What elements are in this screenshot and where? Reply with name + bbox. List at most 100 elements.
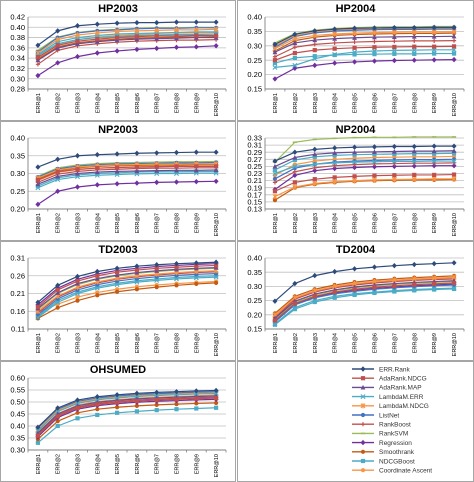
x-tick-label: ERR@10 (214, 454, 220, 477)
data-point-ndcgboost (75, 289, 80, 295)
panel-td2004: TD2004 0.15 0.20 0.25 0.30 0.35 0.40 ERR@1 ERR@2… (237, 241, 474, 361)
data-point-lambdam-err (292, 163, 298, 169)
data-point-adarank-map (372, 149, 377, 154)
y-tick-label: 0.20 (247, 70, 262, 79)
x-tick-label: ERR@2 (293, 213, 299, 233)
data-point-adarank-ndcg (352, 174, 357, 179)
data-point-regression (371, 164, 377, 170)
data-point-err-rank (391, 143, 397, 150)
data-point-adarank-ndcg (312, 48, 317, 53)
x-tick-label: ERR@9 (194, 454, 200, 474)
series-line-listnet (37, 391, 217, 429)
data-point-adarank-map (431, 148, 437, 154)
data-point-regression (213, 178, 219, 185)
data-point-regression (94, 182, 100, 188)
series-line-adarank-map (37, 36, 217, 61)
data-point-rankboost (332, 163, 337, 168)
data-point-lambdam-err (371, 159, 377, 165)
data-point-ndcgboost (174, 275, 179, 280)
data-point-adarank-ndcg (214, 263, 219, 268)
data-point-lambdam-ndcg (272, 193, 278, 200)
data-point-adarank-ndcg (115, 165, 120, 170)
data-point-ndcgboost (392, 289, 397, 294)
series-line-adarank-map (274, 280, 455, 319)
y-tick-label: 0.17 (247, 190, 262, 199)
data-point-ndcgboost (75, 416, 80, 421)
series-line-smoothrank (37, 402, 217, 440)
legend-entry-regression: Regression (352, 439, 412, 447)
data-point-lambdam-ndcg (431, 176, 437, 182)
y-tick-label: 0.25 (247, 296, 262, 305)
data-point-err-rank (213, 387, 219, 394)
data-point-adarank-map (352, 149, 357, 155)
legend-label: Regression (379, 440, 412, 447)
data-point-ndcgboost (115, 410, 120, 415)
data-point-lambdam-err (114, 282, 120, 288)
y-tick-label: 0.30 (247, 282, 262, 291)
data-point-regression (451, 162, 457, 169)
data-point-adarank-ndcg (292, 180, 297, 185)
data-point-err-rank (193, 19, 199, 25)
data-point-adarank-ndcg (272, 58, 278, 63)
x-tick-label: ERR@8 (412, 93, 418, 113)
y-tick-label: 0.33 (247, 134, 262, 143)
x-tick-label: ERR@7 (155, 333, 161, 353)
data-point-adarank-ndcg (134, 267, 139, 273)
data-point-lambdam-ndcg (312, 180, 318, 187)
series-line-lambdam-err (37, 276, 217, 319)
data-point-smoothrank (75, 298, 80, 303)
data-point-err-rank (292, 149, 298, 155)
series-group (272, 24, 457, 82)
data-point-adarank-map (55, 45, 61, 50)
data-point-err-rank (371, 25, 377, 31)
data-point-ndcgboost (392, 51, 397, 56)
series-line-adarank-map (274, 35, 455, 53)
data-point-adarank-map (134, 168, 140, 174)
data-point-err-rank (55, 28, 61, 34)
series-line-err-rank (37, 261, 217, 303)
series-line-regression (274, 59, 455, 80)
x-tick-label: ERR@5 (353, 213, 359, 233)
y-tick-label: 0.30 (10, 74, 25, 83)
legend-entry-ranksvm: RankSVM (352, 431, 408, 438)
data-point-rankboost (272, 180, 278, 185)
data-point-ndcgboost (134, 409, 139, 414)
y-tick-label: 0.16 (10, 307, 25, 316)
panel-title: NP2003 (98, 124, 138, 136)
y-tick-label: 0.15 (247, 325, 262, 334)
x-tick-label: ERR@1 (273, 93, 279, 113)
data-point-adarank-map (272, 163, 278, 169)
series-group (272, 136, 457, 203)
y-tick-label: 0.25 (247, 56, 262, 65)
series-line-adarank-map (37, 266, 217, 309)
data-point-lambdam-err (451, 158, 457, 164)
data-point-regression (411, 57, 417, 63)
series-line-ndcgboost (37, 31, 217, 56)
data-point-regression (114, 181, 120, 187)
data-point-adarank-ndcg (372, 45, 377, 50)
panel-title: TD2004 (336, 244, 376, 256)
data-point-lambdam-ndcg (451, 176, 457, 182)
data-point-smoothrank (95, 293, 100, 298)
data-point-lambdam-ndcg (411, 176, 417, 182)
series-line-adarank-ndcg (274, 45, 455, 61)
data-point-rankboost (412, 38, 417, 44)
panel-hp2004: HP2004 0.15 0.20 0.25 0.30 0.35 0.40 ERR@1 ERR@2… (237, 0, 474, 121)
data-point-err-rank (292, 280, 298, 287)
data-point-ndcgboost (432, 51, 437, 56)
data-point-adarank-ndcg (154, 33, 159, 39)
data-point-adarank-map (75, 281, 80, 286)
data-point-err-rank (272, 41, 278, 48)
data-point-adarank-ndcg (272, 189, 278, 194)
data-point-err-rank (134, 150, 140, 156)
data-point-adarank-ndcg (115, 35, 120, 40)
data-point-adarank-ndcg (55, 414, 60, 419)
y-tick-label: 0.23 (247, 169, 262, 178)
legend-label: Smoothrank (379, 449, 415, 456)
panel-frame (0, 361, 236, 482)
legend-label: Coordinate Ascent (379, 468, 432, 475)
data-point-regression (431, 162, 437, 169)
data-point-adarank-ndcg (332, 175, 337, 180)
series-group (272, 260, 457, 327)
series-line-lambdam-err (37, 33, 217, 57)
